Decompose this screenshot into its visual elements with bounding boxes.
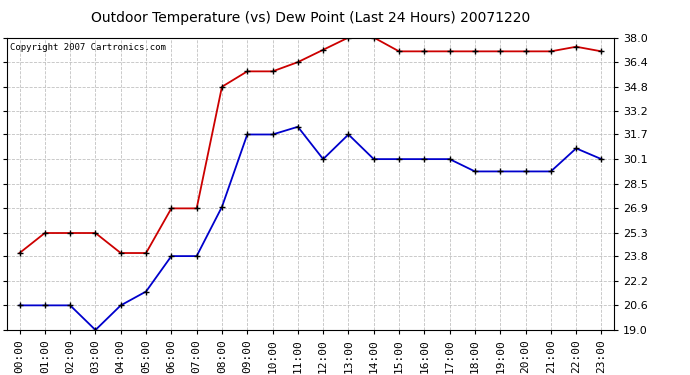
Text: Outdoor Temperature (vs) Dew Point (Last 24 Hours) 20071220: Outdoor Temperature (vs) Dew Point (Last… <box>91 11 530 25</box>
Text: Copyright 2007 Cartronics.com: Copyright 2007 Cartronics.com <box>10 44 166 52</box>
